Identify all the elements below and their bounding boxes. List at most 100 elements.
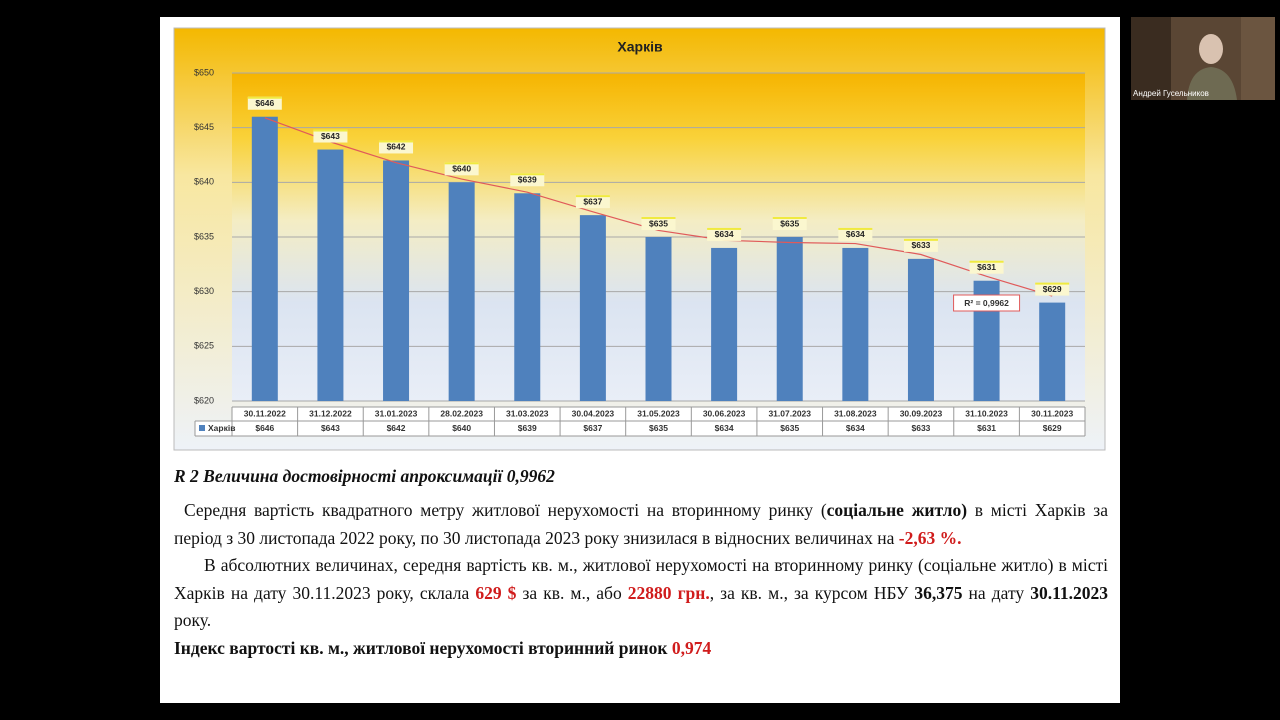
data-label-accent — [969, 260, 1004, 263]
trend-label: R² = 0,9962 — [964, 298, 1009, 308]
paragraph: Середня вартість квадратного метру житло… — [174, 497, 1108, 552]
x-tick-label: 31.07.2023 — [768, 408, 811, 418]
bar — [907, 258, 934, 401]
text-run: -2,63 %. — [898, 527, 962, 548]
paragraph: Індекс вартості кв. м., житлової нерухом… — [174, 635, 1108, 663]
data-label-bg — [444, 162, 479, 176]
x-tick-label: 31.01.2023 — [375, 408, 418, 418]
y-tick-label: $625 — [194, 341, 214, 351]
x-tick-label: 31.12.2022 — [309, 408, 352, 418]
heading: R 2 Величина достовірності апроксимації … — [174, 466, 555, 486]
table-value: $640 — [452, 423, 471, 433]
x-tick-label: 30.09.2023 — [900, 408, 943, 418]
table-key-bg — [195, 421, 232, 436]
video-frame — [1131, 17, 1275, 100]
text-run: 0,974 — [671, 637, 712, 658]
bar — [842, 247, 869, 401]
y-tick-label: $635 — [194, 231, 214, 241]
text-run: Індекс вартості кв. м., житлової нерухом… — [174, 637, 672, 658]
data-label-bg — [379, 140, 414, 154]
chart-title: Харків — [617, 39, 663, 55]
bar — [645, 237, 672, 401]
data-label-accent — [707, 227, 742, 230]
table-value: $633 — [912, 423, 931, 433]
text-run: за кв. м., або — [516, 582, 628, 603]
data-label-accent — [772, 217, 807, 219]
data-label: $642 — [387, 142, 406, 152]
data-label-accent — [510, 173, 545, 176]
document-text: R 2 Величина достовірності апроксимації … — [174, 466, 1108, 662]
data-label: $643 — [321, 131, 340, 141]
text-run: Середня вартість квадратного метру житло… — [184, 500, 827, 520]
data-label-bg — [575, 195, 610, 209]
text-run: в місті Харків за період з 30 листопада … — [174, 500, 1108, 548]
bar — [1039, 302, 1066, 401]
data-label-bg — [313, 129, 348, 143]
x-tick-label: 31.10.2023 — [965, 408, 1008, 418]
data-label: $635 — [649, 218, 668, 228]
data-label-bg — [969, 260, 1004, 274]
paragraph: В абсолютних величинах, середня вартість… — [174, 552, 1108, 635]
table-value: $642 — [387, 423, 406, 433]
y-tick-label: $650 — [194, 67, 214, 77]
legend-key — [199, 425, 205, 431]
data-label-accent — [838, 227, 873, 230]
data-label-bg — [707, 227, 742, 241]
data-label-accent — [903, 238, 938, 241]
participant-name: Андрей Гусельников — [1133, 89, 1209, 98]
bar — [579, 215, 606, 401]
x-tick-label: 31.03.2023 — [506, 408, 549, 418]
y-tick-label: $620 — [194, 395, 214, 405]
table-value: $637 — [583, 423, 602, 433]
x-tick-label: 30.06.2023 — [703, 408, 746, 418]
data-label-accent — [313, 129, 348, 132]
data-label-bg — [510, 173, 545, 187]
bar — [251, 116, 278, 401]
data-label-accent — [444, 162, 479, 165]
data-label-accent — [641, 217, 676, 219]
trend-line — [264, 117, 1053, 297]
table-value: $631 — [977, 423, 996, 433]
data-label-bg — [247, 96, 282, 110]
data-label-bg — [772, 217, 807, 230]
y-tick-label: $630 — [194, 286, 214, 296]
data-label: $634 — [846, 229, 865, 239]
text-run: року. — [174, 610, 212, 630]
table-value: $635 — [780, 423, 799, 433]
table-value: $634 — [846, 423, 865, 433]
text-run: 629 $ — [475, 582, 517, 603]
legend-label: Харків — [208, 423, 235, 433]
bar — [776, 237, 803, 401]
x-tick-label: 28.02.2023 — [440, 408, 483, 418]
text-run: на дату — [962, 582, 1031, 603]
text-run: соціальне житло) — [826, 500, 968, 520]
table-value: $639 — [518, 423, 537, 433]
x-tick-label: 30.11.2023 — [1031, 408, 1073, 418]
data-label-accent — [575, 195, 610, 198]
data-label-bg — [838, 227, 873, 241]
data-label: $634 — [715, 229, 734, 239]
data-label: $635 — [780, 218, 799, 228]
data-label-accent — [247, 96, 282, 99]
y-tick-label: $645 — [194, 122, 214, 132]
data-label: $631 — [977, 262, 996, 272]
trend-label-box — [953, 294, 1021, 312]
text-run: 36,375 — [914, 582, 963, 603]
data-label: $640 — [452, 164, 471, 174]
data-label-accent — [379, 140, 414, 143]
data-label: $637 — [583, 196, 602, 206]
data-label-bg — [641, 217, 676, 230]
text-run: В абсолютних величинах, середня вартість… — [174, 555, 1108, 603]
text-run: 30.11.2023 — [1030, 582, 1108, 603]
y-tick-label: $640 — [194, 177, 214, 187]
data-label-bg — [903, 238, 938, 252]
data-label: $633 — [912, 240, 931, 250]
x-tick-label: 31.05.2023 — [637, 408, 680, 418]
data-label-accent — [1035, 282, 1070, 285]
bar — [448, 182, 475, 401]
chart: Харків $620 $625 $630 $635 $640 $645 $650 R² = … — [173, 27, 1106, 451]
data-label: $629 — [1043, 284, 1062, 294]
data-label: $646 — [255, 98, 274, 108]
table-value: $629 — [1043, 423, 1062, 433]
